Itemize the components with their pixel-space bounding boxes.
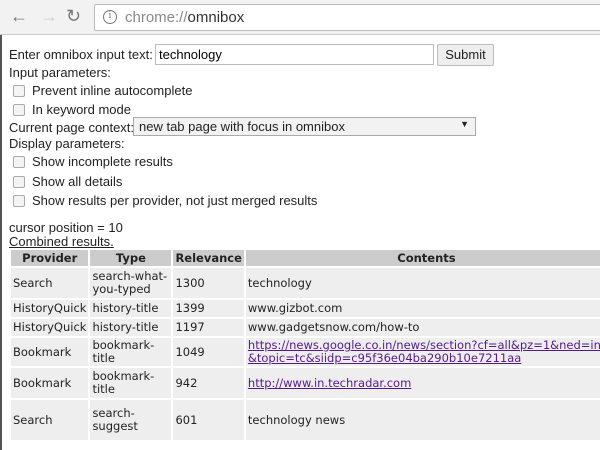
table-row: Bookmark bookmark-title 1049 https://news.g… [11, 338, 600, 366]
prevent-inline-label: Prevent inline autocomplete [32, 83, 193, 98]
result-link[interactable]: http://www.in.techradar.com [247, 375, 412, 390]
cell-relevance: 601 [173, 400, 244, 440]
keyword-mode-checkbox[interactable] [13, 103, 25, 116]
cell-type: search-suggest [90, 400, 172, 440]
table-row: Search search-what-you-typed 1300 technolog… [11, 268, 600, 298]
omnibox-input[interactable] [155, 44, 434, 65]
show-incomplete-checkbox[interactable] [13, 155, 25, 168]
cell-type: history-title [90, 319, 172, 336]
cell-relevance: 1049 [173, 338, 244, 366]
address-bar[interactable]: i chrome://omnibox [94, 4, 600, 31]
prevent-inline-option[interactable]: Prevent inline autocomplete [9, 83, 192, 99]
header-type: Type [90, 250, 172, 266]
cell-type: bookmark-title [90, 368, 172, 398]
cursor-position: cursor position = 10 [9, 220, 123, 235]
forward-button[interactable]: → [40, 6, 58, 26]
cell-relevance: 1197 [173, 319, 244, 336]
prevent-inline-checkbox[interactable] [13, 84, 25, 97]
keyword-mode-option[interactable]: In keyword mode [9, 102, 131, 118]
keyword-mode-label: In keyword mode [32, 102, 131, 117]
submit-button[interactable]: Submit [437, 44, 494, 66]
per-provider-checkbox[interactable] [13, 194, 25, 207]
display-params-label: Display parameters: [9, 136, 125, 151]
header-relevance: Relevance [173, 250, 244, 266]
page-context-select[interactable]: new tab page with focus in omnibox ▼ [133, 117, 476, 136]
cell-relevance: 1399 [173, 300, 244, 317]
cell-provider: Bookmark [11, 368, 89, 398]
back-button[interactable]: ← [10, 6, 28, 26]
table-row: Bookmark bookmark-title 942 http://www.in.t… [11, 368, 600, 398]
cell-contents: https://news.google.co.in/news/section?c… [245, 338, 600, 366]
cell-provider: Search [11, 400, 89, 440]
table-header-row: Provider Type Relevance Contents [11, 250, 600, 266]
cell-provider: Bookmark [11, 338, 89, 366]
cell-relevance: 942 [173, 368, 244, 398]
context-label: Current page context: [9, 120, 135, 135]
cell-type: bookmark-title [90, 338, 172, 366]
dropdown-arrow-icon: ▼ [460, 119, 469, 129]
cell-provider: HistoryQuick [11, 300, 89, 317]
show-details-option[interactable]: Show all details [9, 174, 122, 190]
cell-type: search-what-you-typed [90, 268, 172, 298]
results-table: Provider Type Relevance Contents Search s… [9, 248, 600, 442]
reload-button[interactable]: ↻ [66, 6, 82, 26]
show-incomplete-label: Show incomplete results [32, 154, 173, 169]
input-label: Enter omnibox input text: [9, 47, 153, 62]
combined-results-heading: Combined results. [9, 234, 114, 249]
show-incomplete-option[interactable]: Show incomplete results [9, 154, 173, 170]
table-row: Search search-suggest 601 technology news [11, 400, 600, 440]
cell-type: history-title [90, 300, 172, 317]
result-link[interactable]: https://news.google.co.in/news/section?c… [247, 338, 600, 365]
browser-toolbar: ← → ↻ i chrome://omnibox [0, 0, 600, 35]
url-host: omnibox [187, 9, 245, 26]
show-details-label: Show all details [32, 174, 123, 189]
info-icon[interactable]: i [103, 10, 117, 24]
cell-contents: www.gizbot.com [245, 300, 600, 317]
table-row: HistoryQuick history-title 1197 www.gadgets… [11, 319, 600, 336]
cell-provider: Search [11, 268, 89, 298]
cell-contents: http://www.in.techradar.com [245, 368, 600, 398]
per-provider-label: Show results per provider, not just merg… [32, 193, 318, 208]
header-contents: Contents [245, 250, 600, 266]
cell-contents: technology news [245, 400, 600, 440]
cell-contents: www.gadgetsnow.com/how-to [245, 319, 600, 336]
cell-provider: HistoryQuick [11, 319, 89, 336]
window-edge [0, 35, 2, 450]
input-params-label: Input parameters: [9, 65, 111, 80]
per-provider-option[interactable]: Show results per provider, not just merg… [9, 193, 317, 209]
show-details-checkbox[interactable] [13, 175, 25, 188]
table-row: HistoryQuick history-title 1399 www.gizbot.… [11, 300, 600, 317]
url-text: chrome://omnibox [125, 9, 244, 26]
cell-contents: technology [245, 268, 600, 298]
cell-relevance: 1300 [173, 268, 244, 298]
url-scheme: chrome:// [125, 9, 188, 26]
header-provider: Provider [11, 250, 89, 266]
context-value: new tab page with focus in omnibox [139, 119, 345, 134]
